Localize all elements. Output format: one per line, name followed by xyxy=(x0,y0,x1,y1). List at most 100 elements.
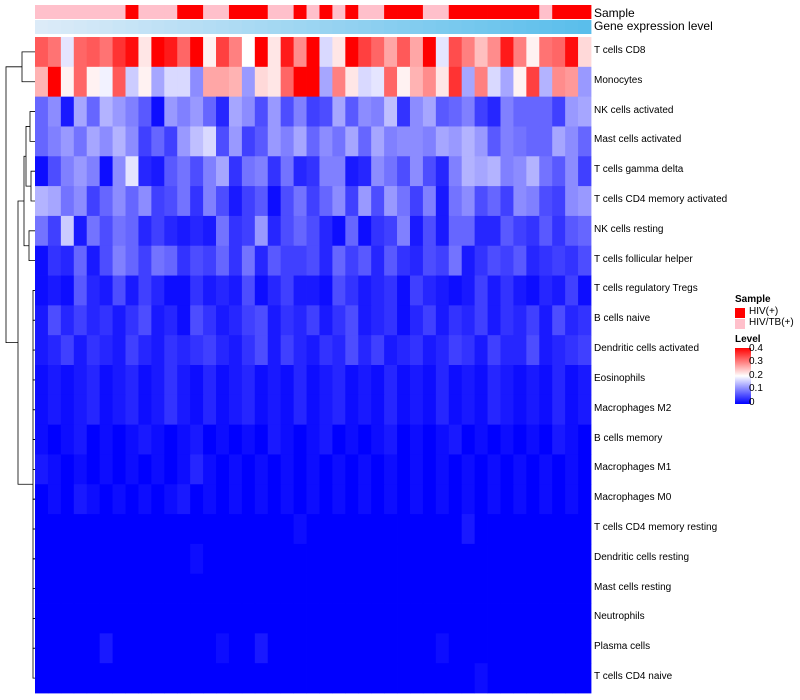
level-annotation-cell xyxy=(397,20,411,34)
heatmap-cell xyxy=(371,66,385,98)
level-annotation-cell xyxy=(99,20,113,34)
heatmap-cell xyxy=(125,186,139,217)
heatmap-cell xyxy=(138,335,152,366)
heatmap-cell xyxy=(513,245,527,276)
heatmap-cell xyxy=(539,66,553,98)
heatmap-cell xyxy=(397,156,411,187)
heatmap-cell xyxy=(164,514,178,545)
heatmap-cell xyxy=(474,663,488,694)
heatmap-cell xyxy=(60,543,75,575)
row-label: T cells follicular helper xyxy=(594,253,693,265)
heatmap-cell xyxy=(358,245,372,276)
heatmap-cell xyxy=(203,514,217,545)
heatmap-cell xyxy=(267,603,282,634)
heatmap-cell xyxy=(241,245,256,276)
heatmap-cell xyxy=(552,573,566,604)
heatmap-cell xyxy=(35,37,49,68)
heatmap-cell xyxy=(86,335,101,366)
heatmap-cell xyxy=(461,454,476,485)
heatmap-cell xyxy=(267,484,282,515)
heatmap-cell xyxy=(461,96,476,127)
dendrogram-branch xyxy=(30,170,35,202)
heatmap-cell xyxy=(293,215,307,247)
heatmap-cell xyxy=(409,245,424,276)
heatmap-cell xyxy=(345,603,359,634)
heatmap-cell xyxy=(409,663,424,694)
heatmap-cell xyxy=(539,96,553,127)
heatmap-cell xyxy=(190,514,204,545)
heatmap-cell xyxy=(552,394,566,426)
heatmap-cell xyxy=(539,215,553,247)
heatmap-cell xyxy=(293,543,307,575)
heatmap-cell xyxy=(125,394,139,426)
heatmap-cell xyxy=(125,633,139,664)
heatmap-cell xyxy=(190,633,204,664)
heatmap-cell xyxy=(474,424,488,455)
heatmap-cell xyxy=(461,514,476,545)
heatmap-cell xyxy=(280,365,295,396)
heatmap-cell xyxy=(241,156,256,187)
heatmap-cell xyxy=(435,514,450,545)
sample-annotation-cell xyxy=(552,5,566,19)
heatmap-cell xyxy=(435,424,450,455)
sample-annotation-cell xyxy=(319,5,333,19)
heatmap-cell xyxy=(565,96,579,127)
heatmap-cell xyxy=(397,186,411,217)
heatmap-cell xyxy=(177,454,191,485)
heatmap-cell xyxy=(203,484,217,515)
heatmap-cell xyxy=(138,573,152,604)
heatmap-cell xyxy=(112,305,126,336)
expression-level-annotation-title: Gene expression level xyxy=(594,19,713,33)
heatmap-cell xyxy=(500,215,514,247)
heatmap-cell xyxy=(293,156,307,187)
heatmap-cell xyxy=(177,96,191,127)
heatmap-cell xyxy=(35,573,49,604)
heatmap-cell xyxy=(397,126,411,157)
heatmap-cell xyxy=(448,663,463,694)
heatmap-cell xyxy=(358,573,372,604)
dendrogram-branch xyxy=(17,200,33,485)
heatmap-cell xyxy=(409,543,424,575)
heatmap-cell xyxy=(500,663,514,694)
heatmap-cell xyxy=(125,424,139,455)
sample-annotation-cell xyxy=(565,5,579,19)
level-annotation-cell xyxy=(254,20,269,34)
row-label: Macrophages M0 xyxy=(594,492,672,504)
heatmap-cell xyxy=(267,126,282,157)
heatmap-cell xyxy=(267,633,282,664)
dendrogram-branch xyxy=(32,528,35,560)
sample-annotation-cell xyxy=(422,5,437,19)
level-annotation-cell xyxy=(513,20,527,34)
heatmap-cell xyxy=(306,663,320,694)
heatmap-cell xyxy=(293,245,307,276)
heatmap-cell xyxy=(190,663,204,694)
heatmap-cell xyxy=(177,156,191,187)
heatmap-cell xyxy=(73,573,88,604)
heatmap-cell xyxy=(409,573,424,604)
heatmap-cell xyxy=(384,424,398,455)
heatmap-cell xyxy=(60,245,75,276)
heatmap-cell xyxy=(73,305,88,336)
heatmap-cell xyxy=(293,96,307,127)
heatmap-cell xyxy=(35,394,49,426)
heatmap-cell xyxy=(565,603,579,634)
heatmap-cell xyxy=(371,514,385,545)
heatmap-cell xyxy=(435,484,450,515)
heatmap-cell xyxy=(293,365,307,396)
heatmap-cell xyxy=(552,245,566,276)
level-annotation-cell xyxy=(565,20,579,34)
heatmap-cell xyxy=(228,603,243,634)
heatmap-cell xyxy=(409,424,424,455)
heatmap-cell xyxy=(539,245,553,276)
heatmap-cell xyxy=(448,245,463,276)
heatmap-cell xyxy=(552,633,566,664)
heatmap-cell xyxy=(435,305,450,336)
heatmap-cell xyxy=(397,335,411,366)
heatmap-cell xyxy=(409,305,424,336)
heatmap-cell xyxy=(435,573,450,604)
heatmap-cell xyxy=(409,275,424,306)
heatmap-cell xyxy=(435,454,450,485)
heatmap-cell xyxy=(552,365,566,396)
heatmap-cell xyxy=(345,484,359,515)
heatmap-cell xyxy=(47,275,62,306)
